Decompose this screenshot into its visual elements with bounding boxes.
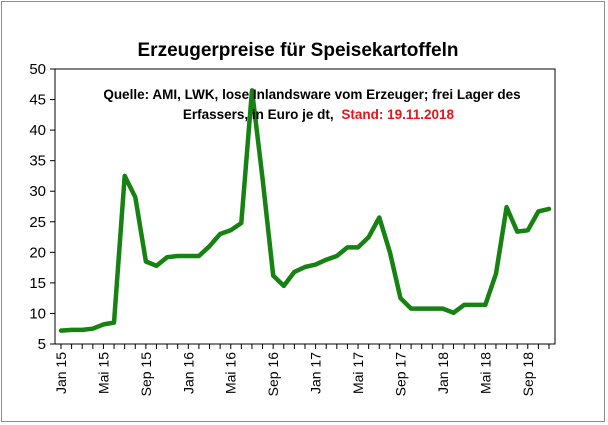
annotation-line-1: Quelle: AMI, LWK, lose Inlandsware vom E… [103, 87, 520, 102]
x-tick-label: Sep 15 [138, 352, 154, 397]
y-axis: 5 10 15 20 25 30 35 40 45 50 [29, 61, 55, 353]
y-tick-label: 40 [29, 122, 46, 139]
x-tick-label: Sep 16 [265, 352, 281, 397]
x-tick-label: Mai 15 [95, 352, 111, 394]
x-tick-label: Mai 17 [350, 352, 366, 394]
source-annotation: Quelle: AMI, LWK, lose Inlandsware vom E… [103, 87, 520, 122]
x-tick-label: Jan 17 [308, 352, 324, 394]
y-tick-label: 15 [29, 275, 46, 292]
x-tick-label: Sep 17 [392, 352, 408, 397]
y-tick-label: 20 [29, 244, 46, 261]
y-tick-label: 25 [29, 214, 46, 231]
x-tick-label: Mai 18 [477, 352, 493, 394]
y-tick-label: 10 [29, 305, 46, 322]
x-tick-label: Sep 18 [520, 352, 536, 397]
y-tick-label: 30 [29, 183, 46, 200]
x-axis: Jan 15 Mai 15 Sep 15 Jan 16 Mai 16 Sep 16 Jan … [53, 344, 550, 397]
x-tick-label: Jan 16 [180, 352, 196, 394]
y-tick-label: 45 [29, 92, 46, 109]
y-tick-label: 35 [29, 153, 46, 170]
annotation-stand-date: Stand: 19.11.2018 [341, 107, 454, 122]
annotation-line-2: Erfassers, in Euro je dt, Stand: 19.11.2… [183, 107, 455, 122]
y-tick-label: 5 [38, 336, 46, 353]
x-tick-label: Jan 15 [53, 352, 69, 394]
x-tick-label: Jan 18 [435, 352, 451, 394]
y-tick-label: 50 [29, 61, 46, 78]
x-tick-label: Mai 16 [223, 352, 239, 394]
chart-title: Erzeugerpreise für Speisekartoffeln [138, 40, 459, 61]
annotation-line-2-text: Erfassers, in Euro je dt, [183, 107, 334, 122]
series-line [58, 88, 552, 333]
